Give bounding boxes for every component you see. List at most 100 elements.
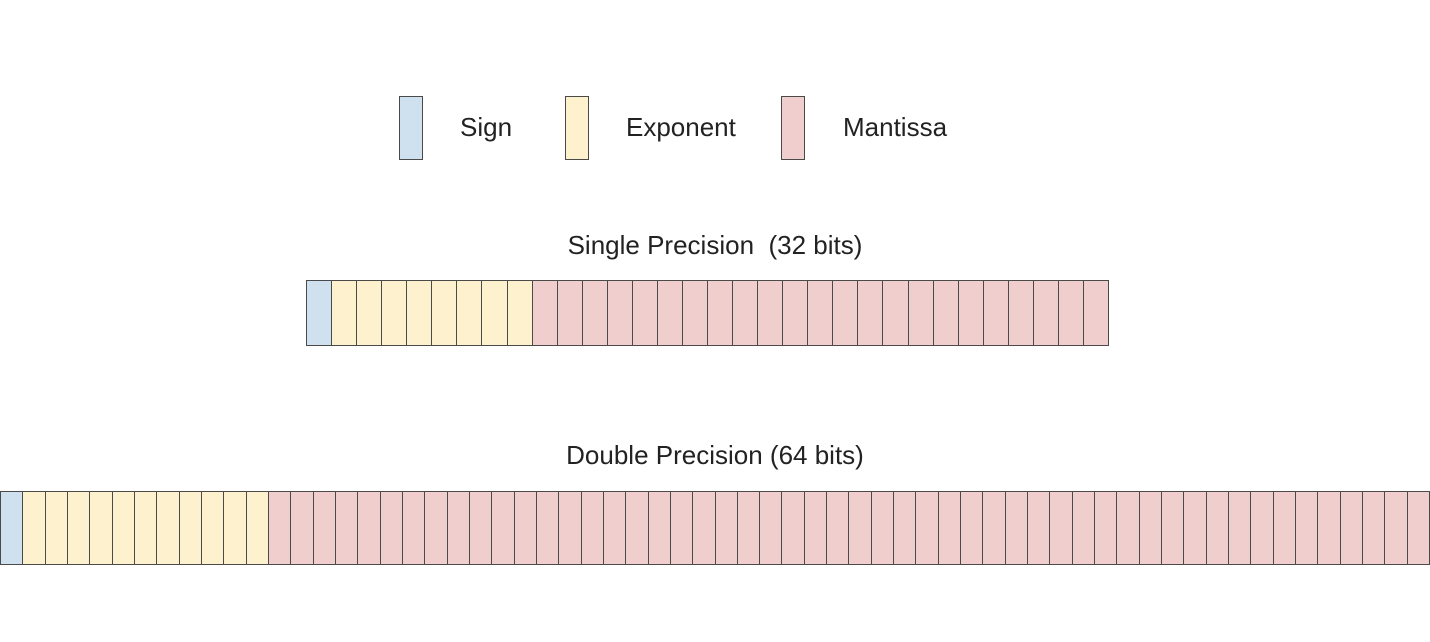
mantissa-bit: [1205, 491, 1230, 565]
mantissa-bit: [1183, 491, 1207, 565]
exponent-bit: [381, 280, 408, 346]
mantissa-bit: [1406, 491, 1430, 565]
mantissa-bit: [446, 491, 470, 565]
mantissa-bit: [1250, 491, 1274, 565]
mantissa-bit: [782, 280, 809, 346]
mantissa-bit: [1004, 491, 1029, 565]
exponent-bit: [245, 491, 269, 565]
mantissa-bit: [757, 280, 784, 346]
mantissa-bit: [1384, 491, 1408, 565]
mantissa-bit: [424, 491, 448, 565]
mantissa-bit: [656, 280, 683, 346]
mantissa-bit: [312, 491, 336, 565]
mantissa-bit: [602, 491, 627, 565]
mantissa-bit: [882, 280, 909, 346]
legend-sign-swatch: [399, 96, 423, 160]
mantissa-bit: [606, 280, 633, 346]
mantissa-bit: [631, 280, 658, 346]
exponent-bit: [44, 491, 68, 565]
mantissa-bit: [681, 280, 708, 346]
mantissa-bit: [1082, 280, 1109, 346]
mantissa-bit: [759, 491, 783, 565]
mantissa-bit: [1116, 491, 1140, 565]
mantissa-bit: [491, 491, 515, 565]
mantissa-bit: [1272, 491, 1297, 565]
single-precision-title: Single Precision (32 bits): [567, 230, 863, 260]
mantissa-bit: [531, 280, 558, 346]
legend-sign-label: Sign: [460, 112, 513, 142]
exponent-bit: [481, 280, 508, 346]
mantissa-bit: [732, 280, 759, 346]
exponent-bit: [178, 491, 202, 565]
mantissa-bit: [848, 491, 872, 565]
exponent-bit: [111, 491, 135, 565]
mantissa-bit: [581, 280, 608, 346]
mantissa-bit: [535, 491, 560, 565]
mantissa-bit: [937, 491, 962, 565]
mantissa-bit: [832, 280, 859, 346]
exponent-bit: [456, 280, 483, 346]
mantissa-bit: [1161, 491, 1185, 565]
exponent-bit: [66, 491, 91, 565]
legend-mantissa-label: Mantissa: [843, 112, 948, 142]
sign-bit: [306, 280, 333, 346]
legend-exponent-swatch: [565, 96, 589, 160]
mantissa-bit: [1027, 491, 1051, 565]
mantissa-bit: [580, 491, 604, 565]
exponent-bit: [506, 280, 533, 346]
mantissa-bit: [714, 491, 738, 565]
mantissa-bit: [647, 491, 671, 565]
mantissa-bit: [870, 491, 895, 565]
mantissa-bit: [736, 491, 761, 565]
exponent-bit: [22, 491, 46, 565]
mantissa-bit: [915, 491, 939, 565]
mantissa-bit: [1138, 491, 1163, 565]
mantissa-bit: [982, 280, 1009, 346]
mantissa-bit: [1071, 491, 1096, 565]
mantissa-bit: [907, 280, 934, 346]
mantissa-bit: [334, 491, 359, 565]
mantissa-bit: [893, 491, 917, 565]
mantissa-bit: [982, 491, 1006, 565]
mantissa-bit: [558, 491, 582, 565]
mantissa-bit: [556, 280, 583, 346]
mantissa-bit: [932, 280, 959, 346]
single-precision-bit-row: [306, 280, 1109, 346]
mantissa-bit: [807, 280, 834, 346]
exponent-bit: [356, 280, 383, 346]
mantissa-bit: [957, 280, 984, 346]
mantissa-bit: [357, 491, 381, 565]
mantissa-bit: [803, 491, 828, 565]
mantissa-bit: [960, 491, 984, 565]
mantissa-bit: [1094, 491, 1118, 565]
sign-bit: [0, 491, 24, 565]
double-precision-title: Double Precision (64 bits): [566, 440, 864, 470]
mantissa-bit: [707, 280, 734, 346]
mantissa-bit: [1049, 491, 1073, 565]
mantissa-bit: [1057, 280, 1084, 346]
mantissa-bit: [625, 491, 649, 565]
mantissa-bit: [1228, 491, 1252, 565]
exponent-bit: [133, 491, 158, 565]
mantissa-bit: [468, 491, 493, 565]
mantissa-bit: [781, 491, 805, 565]
exponent-bit: [223, 491, 247, 565]
mantissa-bit: [267, 491, 292, 565]
mantissa-bit: [669, 491, 694, 565]
mantissa-bit: [692, 491, 716, 565]
exponent-bit: [431, 280, 458, 346]
mantissa-bit: [401, 491, 426, 565]
exponent-bit: [331, 280, 358, 346]
mantissa-bit: [857, 280, 884, 346]
mantissa-bit: [1362, 491, 1386, 565]
legend-mantissa-swatch: [781, 96, 805, 160]
mantissa-bit: [826, 491, 850, 565]
mantissa-bit: [379, 491, 403, 565]
exponent-bit: [200, 491, 225, 565]
mantissa-bit: [1339, 491, 1364, 565]
exponent-bit: [156, 491, 180, 565]
double-precision-bit-row: [0, 491, 1430, 565]
mantissa-bit: [513, 491, 537, 565]
exponent-bit: [406, 280, 433, 346]
legend-exponent-label: Exponent: [626, 112, 736, 142]
